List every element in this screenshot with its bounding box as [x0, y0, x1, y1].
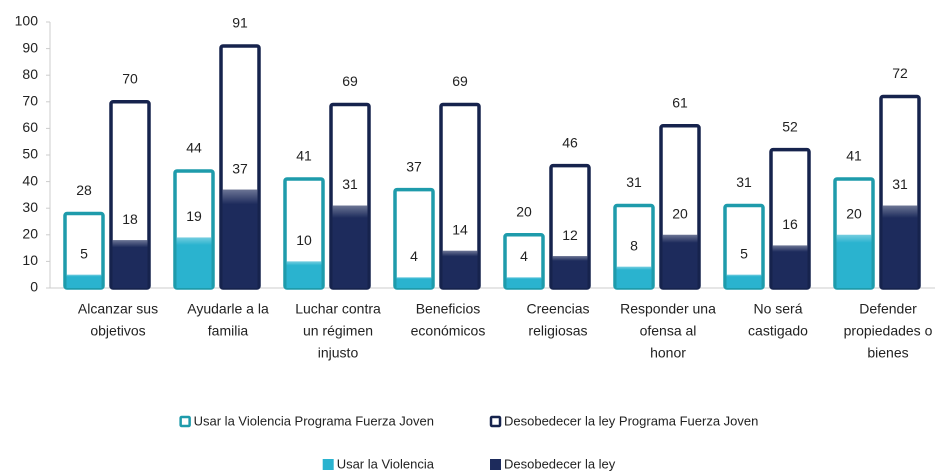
y-tick-label: 0: [30, 279, 38, 295]
y-tick-label: 100: [15, 13, 39, 29]
x-tick-label: económicos: [411, 323, 486, 339]
y-tick-label: 50: [22, 146, 38, 162]
data-label: 37: [406, 158, 422, 174]
bar-highlight: [222, 189, 258, 288]
data-label: 31: [342, 176, 358, 192]
data-label: 31: [736, 174, 752, 190]
x-tick-label: Defender: [859, 301, 917, 317]
x-tick-label: Beneficios: [416, 301, 481, 317]
legend-label: Usar la Violencia: [337, 456, 435, 471]
bar-highlight: [286, 261, 322, 288]
x-tick-label: Creencias: [526, 301, 589, 317]
data-label: 52: [782, 118, 798, 134]
data-label: 31: [892, 176, 908, 192]
bar-highlight: [726, 274, 762, 288]
data-label: 5: [740, 245, 748, 261]
bar-highlight: [112, 240, 148, 288]
x-tick-label: ofensa al: [640, 323, 697, 339]
y-tick-label: 70: [22, 93, 38, 109]
data-label: 41: [846, 148, 862, 164]
data-label: 5: [80, 245, 88, 261]
x-tick-label: Alcanzar sus: [78, 301, 158, 317]
bar-highlight: [772, 245, 808, 288]
bar-highlight: [836, 234, 872, 288]
y-tick-label: 40: [22, 172, 38, 188]
x-tick-label: Ayudarle a la: [187, 301, 269, 317]
x-tick-label: injusto: [318, 345, 359, 361]
data-label: 10: [296, 232, 312, 248]
x-tick-label: castigado: [748, 323, 808, 339]
bar-highlight: [882, 205, 918, 288]
x-tick-label: un régimen: [303, 323, 373, 339]
data-label: 91: [232, 15, 248, 31]
data-label: 41: [296, 148, 312, 164]
y-tick-label: 60: [22, 119, 38, 135]
data-label: 4: [410, 248, 418, 264]
legend-label: Usar la Violencia Programa Fuerza Joven: [194, 413, 434, 428]
x-tick-label: Responder una: [620, 301, 716, 317]
data-label: 70: [122, 71, 138, 87]
data-label: 72: [892, 65, 908, 81]
data-label: 69: [452, 73, 468, 89]
data-label: 46: [562, 134, 578, 150]
data-label: 12: [562, 227, 578, 243]
data-label: 4: [520, 248, 528, 264]
data-label: 28: [76, 182, 92, 198]
y-tick-label: 80: [22, 66, 38, 82]
data-label: 18: [122, 211, 138, 227]
data-label: 14: [452, 221, 468, 237]
bar-outline: [393, 187, 435, 290]
legend-swatch: [489, 415, 502, 428]
x-tick-label: honor: [650, 345, 686, 361]
legend-label: Desobedecer la ley: [504, 456, 616, 471]
x-tick-label: familia: [208, 323, 249, 339]
x-tick-label: objetivos: [90, 323, 145, 339]
data-label: 20: [516, 204, 532, 220]
data-label: 61: [672, 94, 688, 110]
x-tick-label: propiedades o: [844, 323, 933, 339]
y-tick-label: 10: [22, 252, 38, 268]
data-label: 16: [782, 216, 798, 232]
bar-highlight: [332, 205, 368, 288]
data-label: 19: [186, 208, 202, 224]
legend-label: Desobedecer la ley Programa Fuerza Joven: [504, 413, 758, 428]
data-label: 37: [232, 160, 248, 176]
y-tick-label: 20: [22, 226, 38, 242]
y-tick-label: 90: [22, 39, 38, 55]
x-tick-label: No será: [753, 301, 802, 317]
bar-highlight: [442, 250, 478, 288]
data-label: 31: [626, 174, 642, 190]
data-label: 20: [846, 206, 862, 222]
x-tick-label: Luchar contra: [295, 301, 381, 317]
legend-swatch: [490, 459, 502, 470]
bar-highlight: [176, 237, 212, 288]
legend-swatch: [322, 459, 334, 470]
bar-highlight: [552, 256, 588, 288]
bar-highlight: [662, 234, 698, 288]
data-label: 20: [672, 206, 688, 222]
bar-highlight: [506, 277, 542, 288]
data-label: 69: [342, 73, 358, 89]
bar-highlight: [66, 274, 102, 288]
legend-swatch: [179, 415, 191, 428]
bar-highlight: [616, 266, 652, 288]
y-tick-label: 30: [22, 199, 38, 215]
x-tick-label: religiosas: [528, 323, 587, 339]
data-label: 8: [630, 237, 638, 253]
x-tick-label: bienes: [867, 345, 908, 361]
data-label: 44: [186, 140, 202, 156]
bar-highlight: [396, 277, 432, 288]
